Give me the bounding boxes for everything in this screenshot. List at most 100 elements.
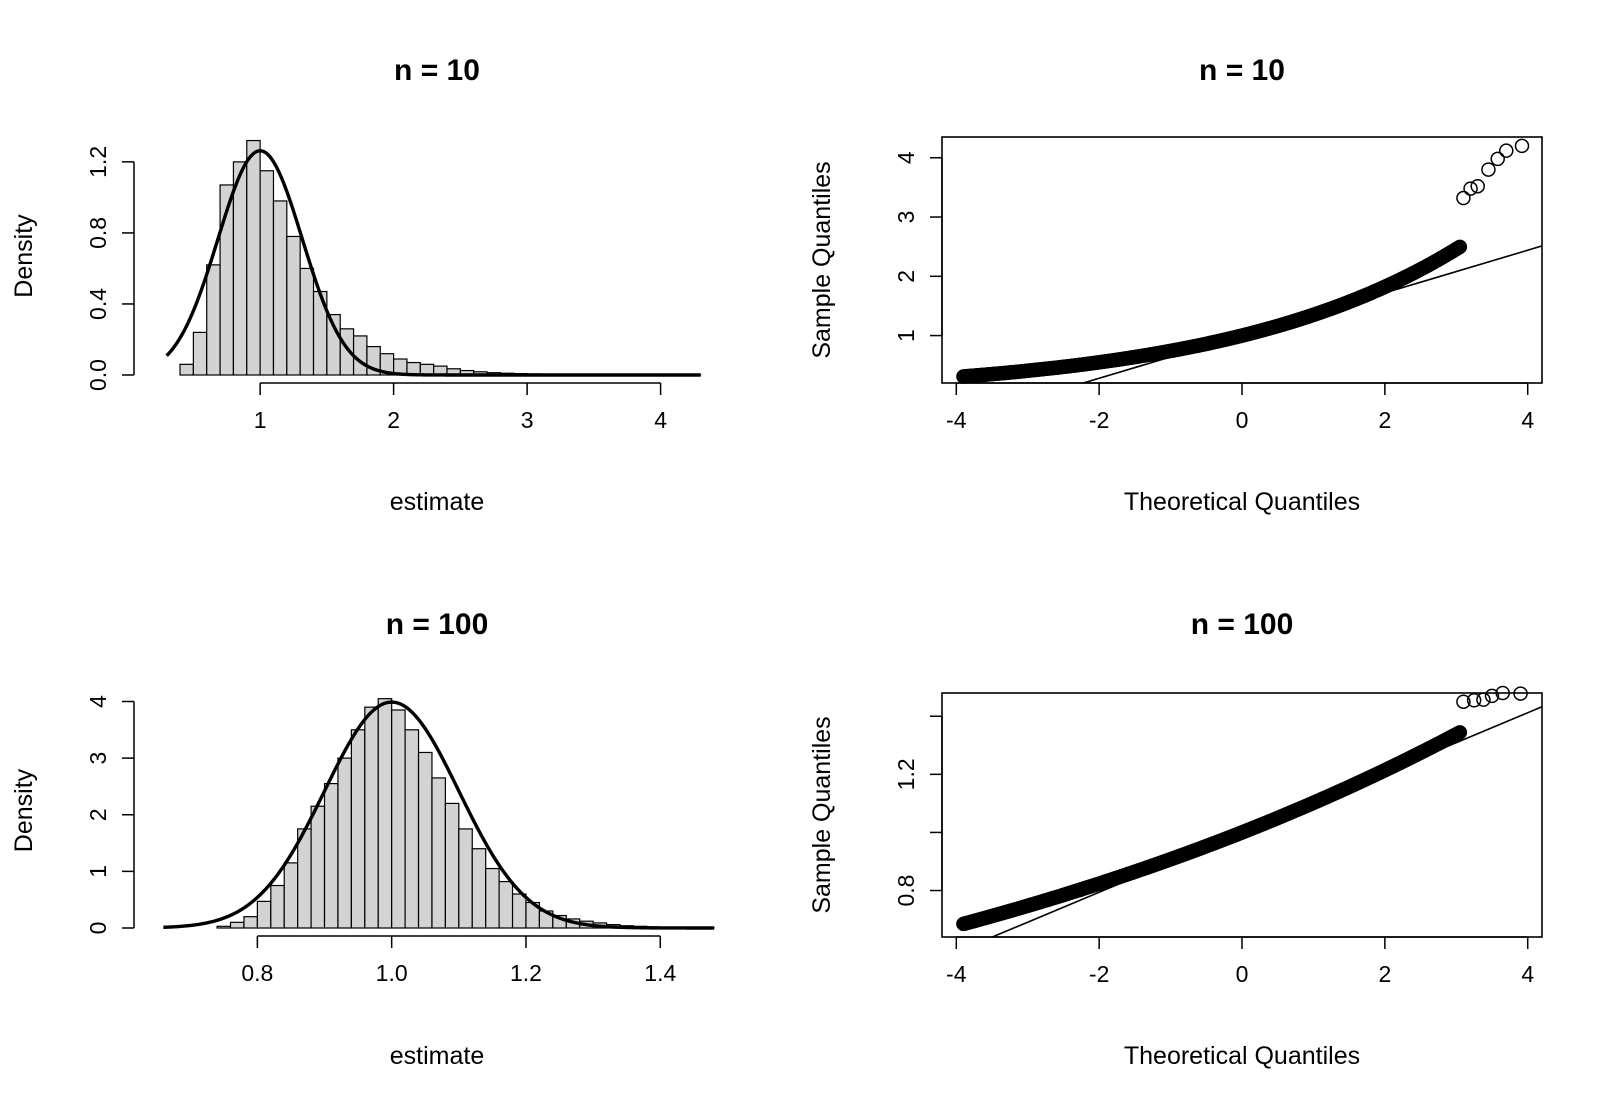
histogram-bar xyxy=(270,884,285,929)
x-tick-label: -2 xyxy=(1089,961,1109,987)
chart-title: n = 10 xyxy=(394,54,480,87)
histogram-bar xyxy=(216,925,232,929)
qq-point xyxy=(1466,693,1482,708)
y-tick-label: 2 xyxy=(85,808,111,821)
histogram-bar xyxy=(377,698,393,929)
panel-hist100: n = 100 estimate Density 0.8 1.0 1.2 1.4 0 1 2 3 4 xyxy=(10,608,715,1070)
y-tick-label: 0.0 xyxy=(85,359,111,391)
histogram-bar xyxy=(444,802,460,929)
x-tick-label: -4 xyxy=(946,961,967,987)
qq-point xyxy=(1484,688,1500,704)
qq-point xyxy=(1470,178,1485,194)
x-tick-label: 4 xyxy=(1521,961,1534,987)
x-tick-label: 4 xyxy=(654,407,667,433)
y-tick-label: 1.2 xyxy=(85,146,111,178)
histogram-bar xyxy=(391,709,406,929)
y-tick-label: 3 xyxy=(893,211,919,224)
chart-title: n = 100 xyxy=(386,608,489,641)
x-axis-label: estimate xyxy=(390,1042,484,1070)
x-tick-label: 1.4 xyxy=(644,960,676,986)
histogram-bar xyxy=(192,331,208,376)
histogram-bar xyxy=(259,170,275,376)
qq-point xyxy=(1513,686,1528,701)
qq-point xyxy=(1514,138,1530,154)
histogram-bar xyxy=(179,363,194,376)
histogram-bar xyxy=(243,916,258,929)
qq-point xyxy=(1481,162,1496,177)
histogram-bars xyxy=(216,698,715,929)
histogram-bar xyxy=(350,729,366,929)
histogram-bar xyxy=(286,235,301,376)
qq-point xyxy=(1463,181,1478,196)
x-tick-label: 0.8 xyxy=(241,960,273,986)
y-axis-label: Sample Quantiles xyxy=(808,716,836,913)
x-tick-label: 1.2 xyxy=(510,960,542,986)
y-tick-label: 0 xyxy=(85,922,111,935)
histogram-bar xyxy=(471,848,487,929)
histogram-bar xyxy=(417,751,433,929)
histogram-bar xyxy=(323,783,339,929)
normal-density-curve xyxy=(165,149,701,377)
x-tick-label: 0 xyxy=(1236,961,1249,987)
qq-point xyxy=(1452,725,1468,740)
histogram-bar xyxy=(310,805,326,929)
x-tick-label: 1 xyxy=(254,407,267,433)
histogram-bar xyxy=(297,828,312,929)
histogram-bar xyxy=(511,893,527,929)
y-axis-label: Density xyxy=(10,214,38,298)
histogram-bar xyxy=(404,729,420,929)
y-tick-label: 1 xyxy=(85,865,111,878)
y-tick-label: 0.4 xyxy=(85,288,111,320)
y-tick-label: 4 xyxy=(893,151,919,164)
x-tick-label: 0 xyxy=(1236,407,1249,433)
histogram-bar xyxy=(272,200,288,376)
histogram-bar xyxy=(485,867,500,929)
x-tick-label: 2 xyxy=(1378,407,1391,433)
x-tick-label: 1.0 xyxy=(376,960,408,986)
y-axis-label: Sample Quantiles xyxy=(808,161,836,358)
histogram-bar xyxy=(431,777,446,929)
chart-title: n = 10 xyxy=(1199,54,1285,87)
qq-points xyxy=(956,685,1528,932)
x-tick-label: 2 xyxy=(1378,961,1391,987)
histogram-bar xyxy=(364,706,379,929)
qq-point xyxy=(1452,239,1468,255)
histogram-bar xyxy=(337,757,352,929)
y-tick-label: 0.8 xyxy=(85,217,111,249)
histogram-bar xyxy=(299,267,315,376)
histogram-bar xyxy=(229,921,245,929)
x-tick-label: -4 xyxy=(946,407,967,433)
y-tick-label: 4 xyxy=(85,695,111,708)
histogram-bar xyxy=(498,880,514,929)
panel-qq10: n = 10 Theoretical Quantiles Sample Quanti… xyxy=(808,54,1543,516)
panel-qq100: n = 100 Theoretical Quantiles Sample Quant… xyxy=(808,608,1543,1070)
histogram-bar xyxy=(232,161,248,376)
y-tick-label: 1 xyxy=(893,329,919,342)
qq-point xyxy=(1456,694,1471,709)
x-axis-label: Theoretical Quantiles xyxy=(1124,1042,1360,1070)
qq-point xyxy=(1456,190,1471,206)
y-tick-label: 0.8 xyxy=(893,875,919,907)
y-tick-label: 3 xyxy=(85,752,111,765)
qq-points xyxy=(956,138,1530,384)
qq-point xyxy=(1490,151,1505,167)
panel-hist10: n = 10 estimate Density 1 2 3 4 0.0 0.4 0.8 1.2 xyxy=(10,54,702,516)
x-tick-label: 4 xyxy=(1521,407,1534,433)
x-axis-label: estimate xyxy=(390,488,484,516)
normal-density-curve xyxy=(163,700,714,930)
x-tick-label: 3 xyxy=(521,407,534,433)
y-tick-label: 2 xyxy=(893,270,919,283)
histogram-bar xyxy=(206,264,221,376)
qq-point xyxy=(1476,692,1491,707)
histogram-bars xyxy=(179,139,702,376)
chart-title: n = 100 xyxy=(1191,608,1294,641)
histogram-bar xyxy=(283,862,299,929)
histogram-bar xyxy=(246,139,261,376)
x-tick-label: 2 xyxy=(387,407,400,433)
y-tick-label: 1.2 xyxy=(893,758,919,790)
y-axis-label: Density xyxy=(10,768,38,852)
histogram-bar xyxy=(256,900,272,929)
x-tick-label: -2 xyxy=(1089,407,1109,433)
histogram-bar xyxy=(458,828,473,929)
